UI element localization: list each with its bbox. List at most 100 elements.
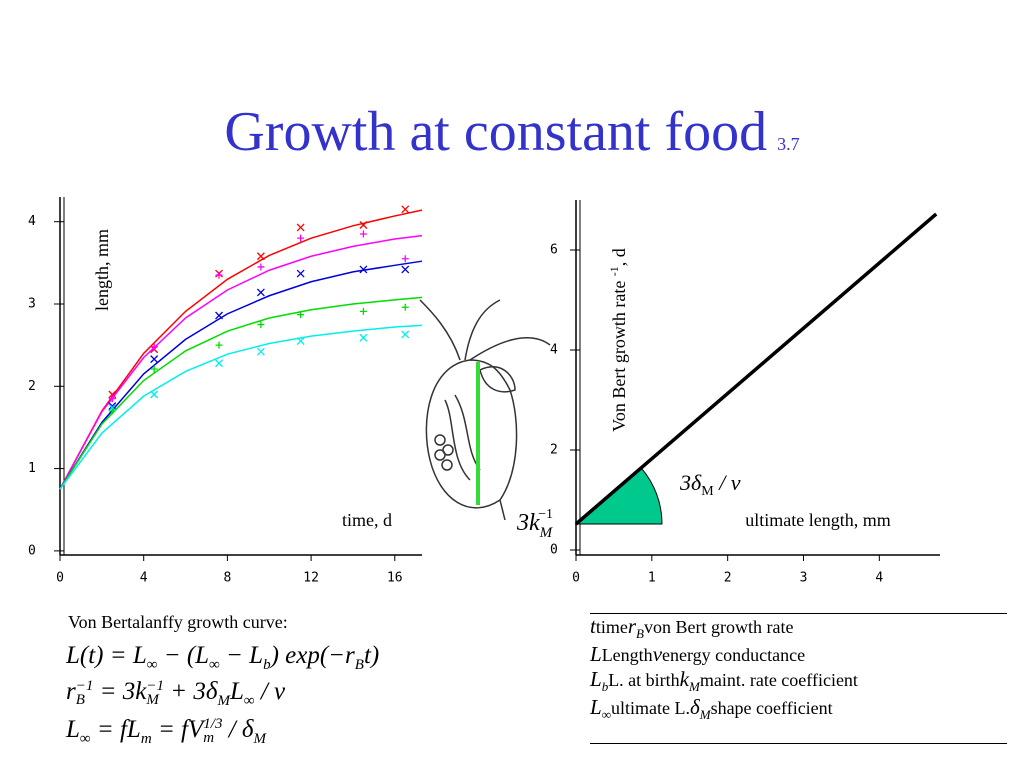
data-point [401,265,410,274]
eq-script: 1/3 m [203,716,223,747]
title-note: 3.7 [777,134,800,154]
symbol-sub: ∞ [601,707,611,723]
eq-part: L [66,716,80,743]
x-axis-label: ultimate length, mm [745,510,890,530]
table-row: LLengthvenergy conductance [590,642,1007,667]
eq-part: L(t) = L [66,642,147,669]
eq-part: = fV [151,716,204,743]
y-tick-label: 6 [550,243,558,258]
symbol: kM [680,667,700,694]
y-axis-label: Von Bert growth rate -1, d [607,248,629,432]
data-point [215,271,223,279]
eq-sub: b [263,657,271,673]
annotation-text: / v [714,470,741,495]
eq-part: = fL [90,716,141,743]
fit-curve [59,296,423,490]
daphnia-drawing [419,299,551,521]
x-tick-label: 1 [648,571,656,586]
equation: r −1 B = 3k −1 M + 3δML∞ / v [66,678,285,710]
eq-sub: ∞ [209,657,220,673]
y-tick-label: 1 [28,461,36,476]
term: von Bert growth rate [643,617,794,637]
data-point [359,333,368,342]
fit-curve [59,234,423,490]
eq-part: t) [363,642,380,669]
data-point [215,341,223,349]
y-tick-label: 3 [28,296,36,311]
term: maint. rate coefficient [699,670,858,691]
angle-sector [574,467,663,525]
data-point [257,263,265,271]
x-tick-label: 4 [140,571,148,586]
eq-part: − L [219,642,264,669]
eq-sub: ∞ [79,731,91,747]
data-point [359,230,367,238]
data-point [150,355,159,364]
fit-curve [59,209,423,490]
data-point [401,303,409,311]
term: shape coefficient [710,698,833,719]
x-tick-label: 3 [800,571,808,586]
data-point [401,255,409,263]
y-tick-label: 2 [28,379,36,394]
data-point [296,269,305,278]
y-tick-label: 4 [28,214,36,229]
x-tick-label: 12 [303,571,319,586]
data-point [108,395,116,403]
caption: Von Bertalanffy growth curve: [68,612,288,632]
eq-sub: ∞ [146,657,158,673]
term: ultimate L. [610,698,690,719]
eq-sub: ∞ [243,693,255,709]
y-tick-label: 0 [550,543,558,558]
eq-sub: B [75,692,85,709]
symbol-sub: B [636,626,644,642]
symbol: v [653,642,662,666]
y-tick-label: 4 [550,343,558,358]
data-point [401,205,410,214]
symbol-base: L [590,667,602,692]
data-point [359,265,368,274]
eq-sup: −1 [75,678,94,695]
symbol-sub: M [699,707,711,723]
x-tick-label: 4 [875,571,883,586]
x-tick-label: 0 [56,571,64,586]
y-tick-label: 2 [550,443,558,458]
symbol-base: δ [689,695,700,720]
eq-part: / δ [222,716,254,743]
data-point [108,403,117,412]
symbol-table: ttimerBvon Bert growth rate LLengthvenerg… [590,613,1007,744]
data-point [401,330,410,339]
data-point [256,252,265,261]
x-tick-label: 0 [572,571,580,586]
annotation-sub: M [701,484,714,499]
eq-sub: m [140,731,152,747]
y-label-unit: , d [609,248,629,266]
eq-sub: M [253,731,267,747]
eq-sup: 1/3 [203,716,223,733]
symbol: t [590,614,596,638]
symbol-base: v [652,642,663,667]
term: Length [601,645,653,666]
x-tick-label: 16 [387,571,403,586]
data-point [150,365,158,373]
eq-part: L [229,678,244,705]
data-point [297,311,305,319]
table-row: ttimerBvon Bert growth rate [590,614,1007,642]
eq-script: −1 M [146,679,164,708]
data-point [256,347,265,356]
data-point [359,307,367,315]
eq-sub: M [217,693,230,709]
eq-script: −1 B [75,678,94,709]
data-point [257,321,265,329]
fit-curve [59,260,423,490]
data-point [296,223,305,232]
term: L. at birth [608,670,680,691]
fit-curve [59,324,423,490]
annotation-text: 3δ [679,470,702,495]
data-point [150,390,159,399]
eq-part: − (L [157,642,210,669]
annotation: 3δM / v [679,470,741,499]
eq-sub: m [203,730,215,747]
